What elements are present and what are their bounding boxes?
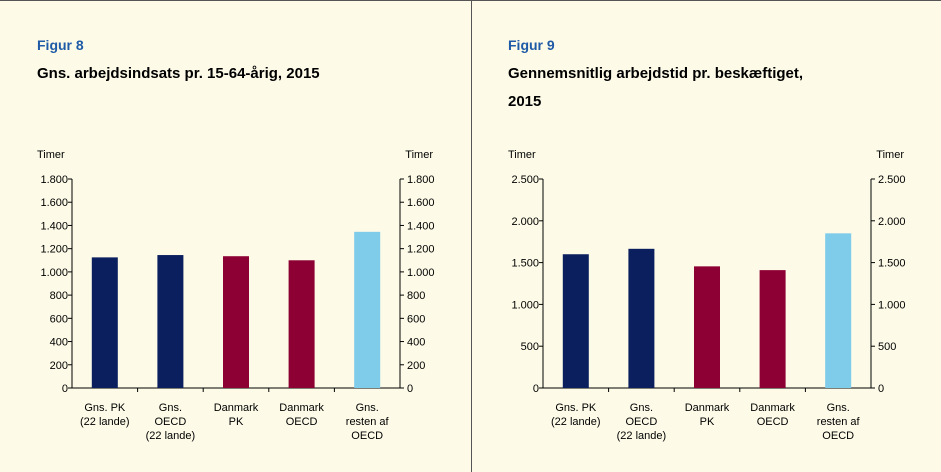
bar <box>91 257 118 388</box>
chart-title: Figur 8 <box>37 37 84 53</box>
y2-axis-label: Timer <box>405 149 433 161</box>
x-tick-label: Danmark OECD <box>750 402 795 428</box>
y-tick-label: 500 <box>521 341 539 353</box>
y2-tick-label: 200 <box>407 360 425 372</box>
x-tick-line: PK <box>700 416 715 428</box>
x-tick-line: Danmark <box>750 402 795 414</box>
x-tick-line: Gns. <box>356 402 379 414</box>
y2-tick-label: 1.800 <box>407 174 435 186</box>
y2-tick-label: 2.000 <box>878 216 906 228</box>
x-tick-label: Gns. PK (22 lande) <box>551 402 601 428</box>
x-tick-label: Danmark OECD <box>279 402 324 428</box>
y-tick-label: 2.500 <box>511 174 539 186</box>
x-tick-line: resten af <box>346 416 390 428</box>
y2-tick-label: 0 <box>407 383 413 395</box>
x-tick-line: OECD <box>757 416 789 428</box>
x-tick-label: Gns. OECD (22 lande) <box>146 402 196 442</box>
x-tick-line: Gns. <box>159 402 182 414</box>
x-tick-line: OECD <box>155 416 187 428</box>
y-tick-label: 1.000 <box>511 299 539 311</box>
y2-tick-label: 600 <box>407 313 425 325</box>
x-tick-label: Gns. OECD (22 lande) <box>617 402 667 442</box>
chart-subtitle: Gennemsnitlig arbejdstid pr. beskæftiget… <box>508 65 803 82</box>
y-tick-label: 0 <box>533 383 539 395</box>
y2-tick-label: 1.600 <box>407 197 435 209</box>
x-tick-line: Gns. <box>630 402 653 414</box>
x-tick-line: Gns. PK <box>555 402 597 414</box>
bar <box>354 231 381 388</box>
y2-tick-label: 500 <box>878 341 896 353</box>
x-tick-line: Gns. PK <box>84 402 126 414</box>
x-tick-line: PK <box>229 416 244 428</box>
x-tick-line: OECD <box>286 416 318 428</box>
x-tick-line: OECD <box>822 430 854 442</box>
y-tick-label: 1.500 <box>511 258 539 270</box>
chart-subtitle: Gns. arbejdsindsats pr. 15-64-årig, 2015 <box>37 65 320 82</box>
bar <box>562 254 589 388</box>
x-tick-label: Gns. resten af OECD <box>346 402 390 442</box>
y-tick-label: 400 <box>50 337 68 349</box>
x-tick-line: OECD <box>626 416 658 428</box>
bar <box>694 266 720 388</box>
y2-tick-label: 800 <box>407 290 425 302</box>
chart-subtitle: 2015 <box>508 93 541 110</box>
x-tick-line: (22 lande) <box>551 416 601 428</box>
bar <box>628 248 655 388</box>
x-tick-label: Danmark PK <box>214 402 259 428</box>
y2-tick-label: 1.000 <box>878 299 906 311</box>
y2-tick-label: 1.500 <box>878 258 906 270</box>
y-axis-label: Timer <box>37 149 65 161</box>
y2-tick-label: 1.400 <box>407 220 435 232</box>
x-tick-line: OECD <box>351 430 383 442</box>
x-tick-line: resten af <box>817 416 861 428</box>
y2-axis-label: Timer <box>876 149 904 161</box>
y-tick-label: 1.600 <box>40 197 68 209</box>
y2-tick-label: 1.200 <box>407 244 435 256</box>
y-tick-label: 1.000 <box>40 267 68 279</box>
x-tick-label: Danmark PK <box>685 402 730 428</box>
x-tick-label: Gns. PK (22 lande) <box>80 402 130 428</box>
x-tick-line: (22 lande) <box>617 430 667 442</box>
x-tick-line: Danmark <box>685 402 730 414</box>
x-tick-line: Gns. <box>827 402 850 414</box>
y-tick-label: 1.800 <box>40 174 68 186</box>
x-tick-line: Danmark <box>279 402 324 414</box>
y-axis-label: Timer <box>508 149 536 161</box>
bar <box>288 260 315 388</box>
y2-tick-label: 400 <box>407 337 425 349</box>
y-tick-label: 600 <box>50 313 68 325</box>
y-tick-label: 1.400 <box>40 220 68 232</box>
bar <box>759 270 786 388</box>
y2-tick-label: 2.500 <box>878 174 906 186</box>
x-tick-line: (22 lande) <box>146 430 196 442</box>
y-tick-label: 0 <box>62 383 68 395</box>
y2-tick-label: 0 <box>878 383 884 395</box>
x-tick-label: Gns. resten af OECD <box>817 402 861 442</box>
y2-tick-label: 1.000 <box>407 267 435 279</box>
x-tick-line: (22 lande) <box>80 416 130 428</box>
y-tick-label: 2.000 <box>511 216 539 228</box>
bar <box>825 233 852 388</box>
y-tick-label: 800 <box>50 290 68 302</box>
x-tick-line: Danmark <box>214 402 259 414</box>
chart-title: Figur 9 <box>508 37 555 53</box>
bar <box>157 255 184 388</box>
bar <box>223 256 249 388</box>
y-tick-label: 200 <box>50 360 68 372</box>
y-tick-label: 1.200 <box>40 244 68 256</box>
